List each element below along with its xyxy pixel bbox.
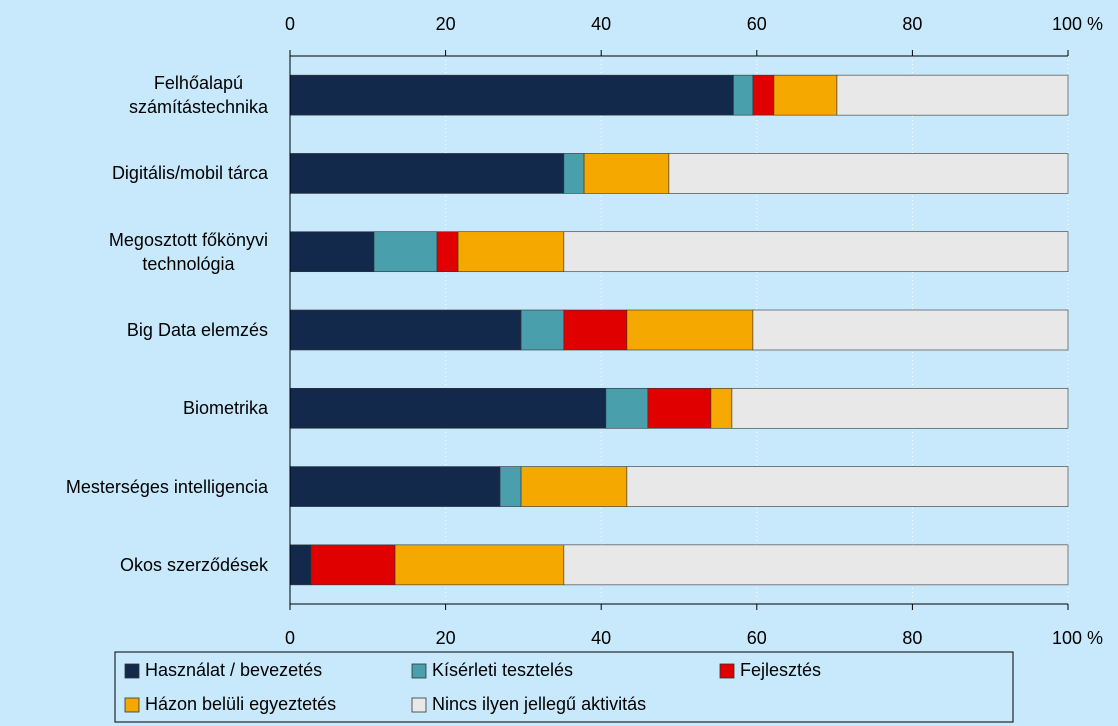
x-tick-label-top: 100 % <box>1052 14 1103 34</box>
category-label: Megosztott főkönyvi technológia <box>108 229 268 274</box>
bar-segment <box>289 74 734 116</box>
legend-swatch <box>411 663 427 679</box>
x-tick-label-bottom: 0 <box>285 628 295 648</box>
x-tick-label-bottom: 60 <box>747 628 767 648</box>
bar-segment <box>605 387 649 429</box>
bar-segment <box>626 309 754 351</box>
legend-label: Házon belüli egyeztetés <box>145 694 336 714</box>
bar-segment <box>836 74 1069 116</box>
bar-segment <box>436 231 459 273</box>
bar-segment <box>520 466 628 507</box>
bar-segment <box>373 231 438 273</box>
category-label: Biometrika <box>182 398 268 419</box>
bar-segment <box>310 544 396 586</box>
bar-segment <box>289 466 501 507</box>
bar-segment <box>773 74 838 116</box>
x-tick-label-top: 60 <box>747 14 767 34</box>
category-label: Mesterséges intelligencia <box>65 476 268 497</box>
x-tick-label-bottom: 100 % <box>1052 628 1103 648</box>
bar-segment <box>563 544 1069 586</box>
legend-label: Kísérleti tesztelés <box>432 660 573 680</box>
legend-label: Használat / bevezetés <box>145 660 322 680</box>
legend-swatch <box>411 697 427 713</box>
bar-segment <box>583 153 670 194</box>
x-tick-label-bottom: 20 <box>436 628 456 648</box>
bar-segment <box>289 309 522 351</box>
category-label: Okos szerződések <box>119 554 268 575</box>
bar-segment <box>710 387 733 429</box>
bar-segment <box>752 74 775 116</box>
bar-segment <box>626 466 1069 507</box>
x-tick-label-bottom: 40 <box>591 628 611 648</box>
legend-swatch <box>124 663 140 679</box>
x-tick-label-top: 20 <box>436 14 456 34</box>
legend-box <box>114 651 1014 723</box>
x-tick-label-top: 0 <box>285 14 295 34</box>
bar-segment <box>563 309 628 351</box>
bar-segment <box>520 309 565 351</box>
bar-segment <box>563 153 585 194</box>
bar-segment <box>733 74 754 116</box>
legend-swatch <box>124 697 140 713</box>
bar-segment <box>647 387 712 429</box>
legend-label: Fejlesztés <box>740 660 821 680</box>
bar-segment <box>499 466 522 507</box>
bar-segment <box>668 153 1069 194</box>
category-label: Felhőalapú számítástechnika <box>128 73 268 118</box>
bar-segment <box>752 309 1069 351</box>
bar-segment <box>289 231 375 273</box>
bar-segment <box>731 387 1069 429</box>
bar-segment <box>394 544 565 586</box>
x-tick-label-top: 80 <box>902 14 922 34</box>
bar-segment <box>289 153 565 194</box>
legend-label: Nincs ilyen jellegű aktivitás <box>432 694 646 714</box>
bar-segment <box>563 231 1069 273</box>
x-tick-label-top: 40 <box>591 14 611 34</box>
bar-segment <box>289 544 312 586</box>
category-label: Big Data elemzés <box>126 320 268 340</box>
legend-swatch <box>719 663 735 679</box>
bar-segment <box>457 231 565 273</box>
x-tick-label-bottom: 80 <box>902 628 922 648</box>
category-label: Digitális/mobil tárca <box>111 163 268 184</box>
bar-segment <box>289 387 607 429</box>
